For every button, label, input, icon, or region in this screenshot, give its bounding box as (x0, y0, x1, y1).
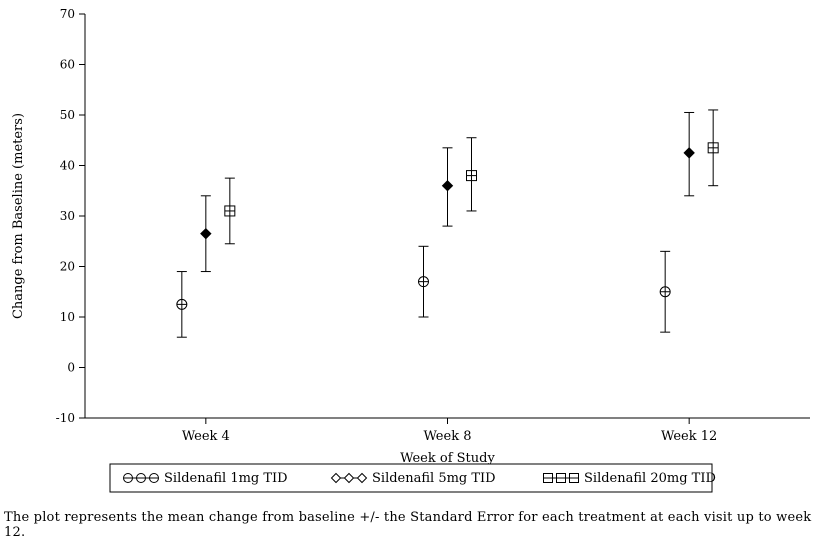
svg-text:0: 0 (67, 361, 75, 375)
chart-caption: The plot represents the mean change from… (4, 510, 812, 540)
svg-text:-10: -10 (56, 411, 75, 425)
svg-text:60: 60 (60, 58, 75, 72)
svg-text:30: 30 (60, 209, 75, 223)
svg-text:Sildenafil 1mg TID: Sildenafil 1mg TID (164, 471, 288, 486)
svg-text:Week 8: Week 8 (424, 429, 472, 444)
svg-text:50: 50 (60, 108, 75, 122)
svg-text:Sildenafil 5mg TID: Sildenafil 5mg TID (372, 471, 496, 486)
svg-text:Week 12: Week 12 (661, 429, 717, 444)
svg-text:10: 10 (60, 310, 75, 324)
svg-text:Sildenafil 20mg TID: Sildenafil 20mg TID (584, 471, 716, 486)
svg-text:Change from Baseline (meters): Change from Baseline (meters) (11, 113, 26, 319)
svg-text:Week of Study: Week of Study (400, 451, 495, 466)
svg-text:Week 4: Week 4 (182, 429, 230, 444)
svg-text:40: 40 (60, 159, 75, 173)
svg-text:20: 20 (60, 260, 75, 274)
svg-text:70: 70 (60, 7, 75, 21)
errorbar-chart: -10 0 10 20 30 40 50 60 70 Change from Baseline (… (11, 7, 810, 493)
